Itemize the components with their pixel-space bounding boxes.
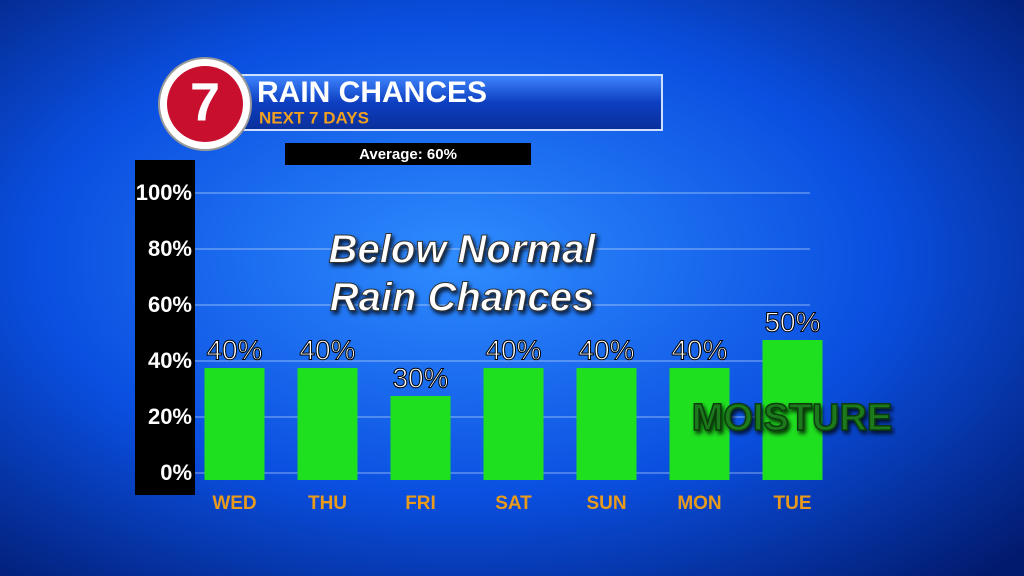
y-tick-label: 40% (148, 348, 192, 373)
bar (483, 368, 544, 480)
y-tick-label: 100% (136, 180, 192, 205)
annotation: Rain Chances (330, 276, 595, 320)
value-label: 30% (392, 362, 448, 393)
x-tick-label: WED (212, 493, 256, 514)
bar (297, 368, 358, 480)
y-tick-label: 60% (148, 292, 192, 317)
chart-subtitle: NEXT 7 DAYS (259, 108, 369, 127)
y-tick-label: 80% (148, 236, 192, 261)
value-label: 50% (764, 306, 820, 337)
y-tick-label: 0% (160, 460, 192, 485)
x-tick-label: MON (677, 493, 721, 514)
y-axis-strip (135, 160, 195, 495)
x-tick-label: SUN (586, 493, 626, 514)
x-tick-label: FRI (405, 493, 436, 514)
annotation: MOISTURE (692, 397, 893, 439)
x-tick-label: SAT (495, 493, 532, 514)
bar (204, 368, 265, 480)
average-box (285, 143, 531, 165)
logo-text: 7 (190, 72, 220, 132)
plot-area: 0% 20% 40% 60% 80% 100% WED 40% THU 40% FRI 30% SAT 4… (136, 180, 823, 514)
average-label: Average: 60% (359, 146, 457, 163)
bar (390, 396, 451, 480)
chart-title: RAIN CHANCES (257, 76, 487, 109)
logo-inner (167, 66, 243, 142)
value-label: 40% (671, 334, 727, 365)
bar (576, 368, 637, 480)
annotation: Below Normal (329, 228, 597, 272)
bar (762, 340, 823, 480)
value-label: 40% (485, 334, 541, 365)
value-label: 40% (206, 334, 262, 365)
value-label: 40% (299, 334, 355, 365)
bar (669, 368, 730, 480)
x-tick-label: THU (308, 493, 347, 514)
y-tick-label: 20% (148, 404, 192, 429)
title-banner (214, 74, 663, 131)
value-label: 40% (578, 334, 634, 365)
x-tick-label: TUE (774, 493, 812, 514)
